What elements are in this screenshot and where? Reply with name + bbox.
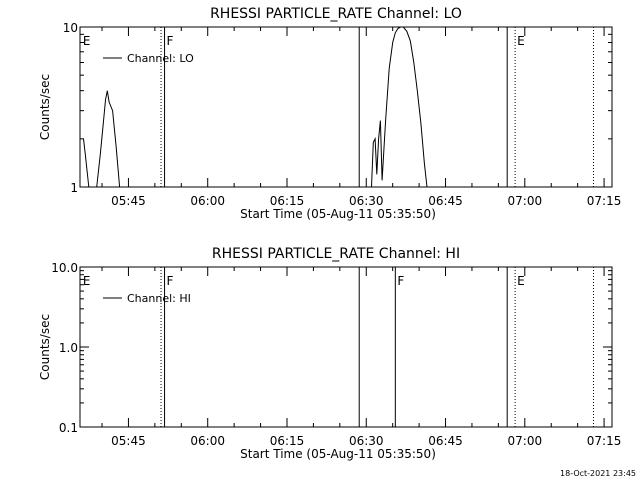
event-marker-label: E [517, 274, 525, 288]
x-tick-label: 06:30 [349, 434, 384, 448]
legend-label: Channel: HI [127, 292, 191, 305]
x-tick-label: 06:15 [270, 434, 305, 448]
hi-channel-panel: RHESSI PARTICLE_RATE Channel: HI 0.1 1.0 10… [38, 246, 621, 461]
y-tick-label: 10 [63, 21, 78, 35]
plot-frame [79, 26, 613, 188]
x-tick-label: 06:30 [349, 194, 384, 208]
x-tick-label: 07:00 [508, 194, 543, 208]
x-tick-label: 06:00 [190, 434, 225, 448]
y-axis-label: Counts/sec [38, 74, 52, 140]
x-tick-label: 05:45 [111, 194, 146, 208]
y-tick-label: 10.0 [51, 261, 78, 275]
event-marker-label: F [167, 34, 174, 48]
lo-channel-panel: RHESSI PARTICLE_RATE Channel: LO 1 10 Count… [38, 6, 621, 221]
series-segment-2 [371, 26, 428, 188]
y-tick-label: 0.1 [59, 421, 78, 435]
plot-timestamp: 18-Oct-2021 23:45 [560, 469, 636, 478]
x-tick-label: 05:45 [111, 434, 146, 448]
x-tick-label: 07:15 [587, 434, 622, 448]
event-marker-label: E [83, 274, 91, 288]
x-axis-label: Start Time (05-Aug-11 05:35:50) [240, 207, 436, 221]
x-axis-label: Start Time (05-Aug-11 05:35:50) [240, 447, 436, 461]
x-tick-label: 07:15 [587, 194, 622, 208]
legend-label: Channel: LO [127, 52, 194, 65]
y-axis-label: Counts/sec [38, 314, 52, 380]
x-tick-label: 06:45 [428, 434, 463, 448]
x-tick-label: 06:15 [270, 194, 305, 208]
series-segment-1 [96, 90, 121, 188]
event-marker-label: E [83, 34, 91, 48]
chart-title: RHESSI PARTICLE_RATE Channel: LO [210, 6, 462, 22]
plot-frame [79, 266, 613, 428]
event-marker-label: F [397, 274, 404, 288]
event-marker-label: F [167, 274, 174, 288]
y-tick-label: 1.0 [59, 341, 78, 355]
event-marker-label: E [517, 34, 525, 48]
y-tick-label: 1 [70, 181, 78, 195]
chart-title: RHESSI PARTICLE_RATE Channel: HI [212, 246, 460, 262]
x-tick-label: 06:00 [190, 194, 225, 208]
x-tick-label: 07:00 [508, 434, 543, 448]
series-segment-0 [83, 138, 90, 188]
x-tick-label: 06:45 [428, 194, 463, 208]
